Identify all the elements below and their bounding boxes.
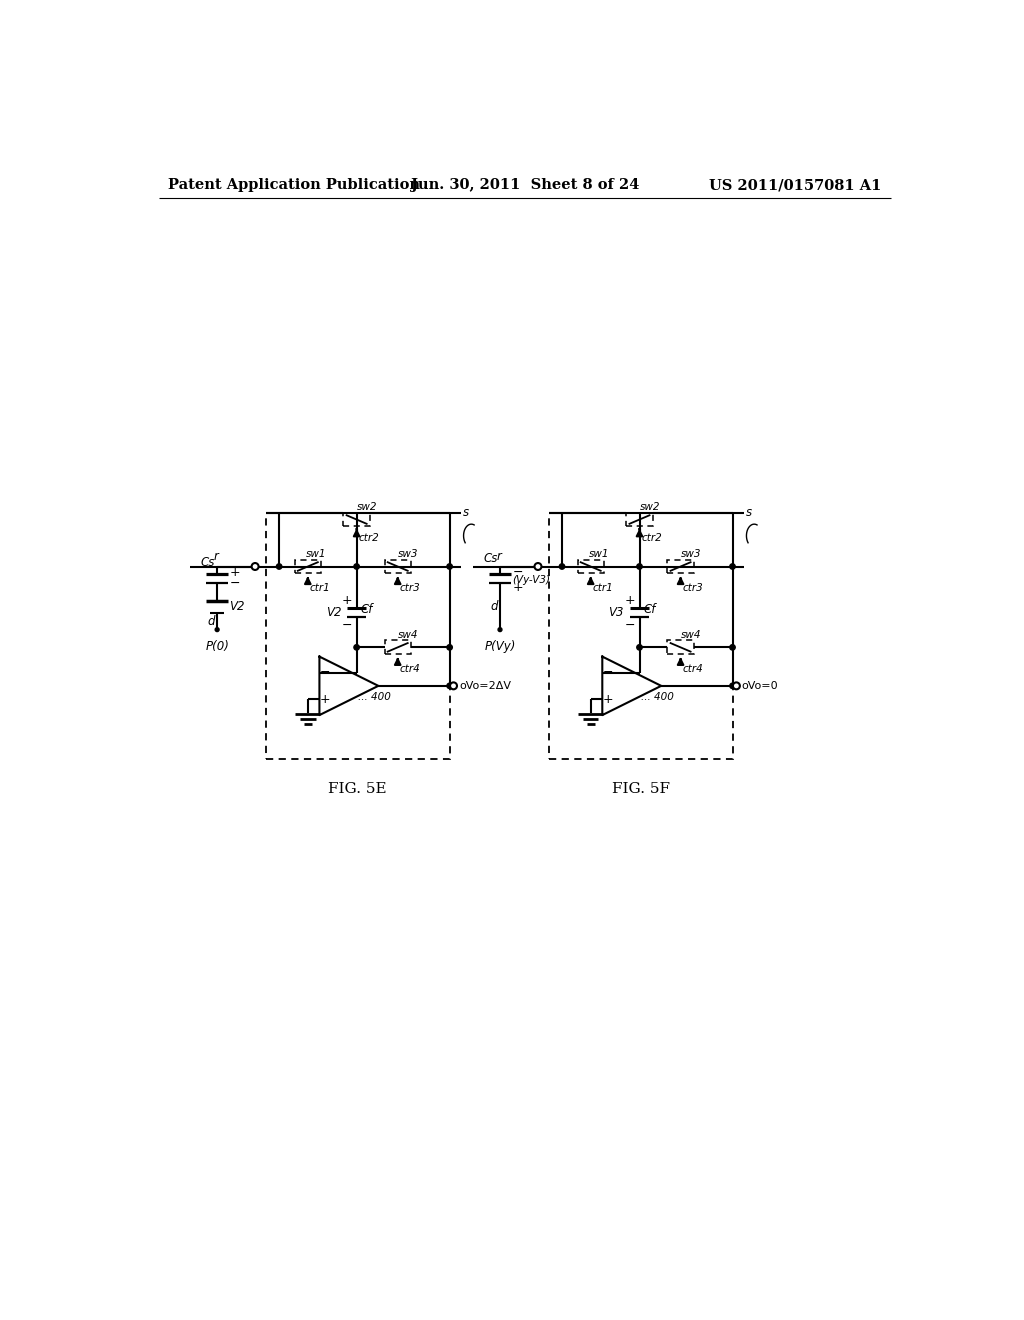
- Text: (Vy-V3): (Vy-V3): [512, 574, 551, 585]
- Circle shape: [733, 682, 740, 689]
- Circle shape: [215, 628, 219, 631]
- Text: sw2: sw2: [640, 502, 660, 512]
- Bar: [668, 560, 693, 573]
- Circle shape: [730, 644, 735, 649]
- Text: d: d: [490, 601, 498, 612]
- Text: sw3: sw3: [397, 549, 418, 558]
- Text: s: s: [463, 506, 469, 519]
- Circle shape: [354, 644, 359, 649]
- Circle shape: [730, 684, 735, 689]
- Text: +: +: [319, 693, 330, 705]
- Bar: [385, 640, 411, 655]
- Text: r: r: [496, 549, 501, 562]
- Text: oVo=0: oVo=0: [741, 681, 778, 690]
- Text: sw2: sw2: [356, 502, 377, 512]
- Circle shape: [559, 564, 564, 569]
- Text: +: +: [229, 566, 241, 579]
- Circle shape: [446, 564, 453, 569]
- Text: ctr3: ctr3: [682, 583, 702, 594]
- Text: −: −: [625, 619, 635, 631]
- Text: ctr4: ctr4: [399, 664, 420, 675]
- Text: −: −: [229, 577, 240, 590]
- Text: V2: V2: [326, 606, 341, 619]
- Bar: [668, 640, 693, 655]
- Text: sw4: sw4: [681, 630, 701, 640]
- Text: Cs: Cs: [201, 556, 215, 569]
- Circle shape: [446, 644, 453, 649]
- Circle shape: [637, 644, 642, 649]
- Bar: [627, 512, 652, 527]
- Text: +: +: [512, 581, 523, 594]
- Text: +: +: [625, 594, 635, 607]
- Text: ctr1: ctr1: [309, 583, 330, 594]
- Text: Cf: Cf: [643, 603, 655, 616]
- Text: V2: V2: [229, 601, 245, 614]
- Text: Jun. 30, 2011  Sheet 8 of 24: Jun. 30, 2011 Sheet 8 of 24: [411, 178, 639, 193]
- Circle shape: [354, 564, 359, 569]
- Text: ctr4: ctr4: [682, 664, 702, 675]
- Text: ctr2: ctr2: [641, 533, 662, 544]
- Text: US 2011/0157081 A1: US 2011/0157081 A1: [709, 178, 882, 193]
- Bar: [295, 560, 321, 573]
- Text: P(Vy): P(Vy): [484, 640, 516, 653]
- Text: sw3: sw3: [681, 549, 701, 558]
- Circle shape: [446, 684, 453, 689]
- Circle shape: [730, 564, 735, 569]
- Circle shape: [450, 682, 457, 689]
- Circle shape: [498, 628, 502, 631]
- Text: sw1: sw1: [589, 549, 609, 558]
- Text: FIG. 5E: FIG. 5E: [329, 781, 387, 796]
- Text: d: d: [207, 615, 215, 628]
- Text: Cf: Cf: [360, 603, 373, 616]
- Circle shape: [252, 564, 259, 570]
- Text: ctr1: ctr1: [592, 583, 613, 594]
- Text: −: −: [602, 667, 613, 680]
- Bar: [385, 560, 411, 573]
- Circle shape: [637, 564, 642, 569]
- Bar: [266, 512, 450, 759]
- Text: sw4: sw4: [397, 630, 418, 640]
- Text: Cs: Cs: [483, 552, 498, 565]
- Text: oVo=2ΔV: oVo=2ΔV: [459, 681, 511, 690]
- Text: ... 400: ... 400: [641, 692, 674, 702]
- Text: −: −: [341, 619, 352, 631]
- Bar: [578, 560, 604, 573]
- Text: ctr3: ctr3: [399, 583, 420, 594]
- Text: ctr2: ctr2: [358, 533, 379, 544]
- Text: −: −: [319, 667, 330, 680]
- Text: P(0): P(0): [205, 640, 229, 653]
- Bar: [549, 512, 732, 759]
- Text: s: s: [745, 506, 752, 519]
- Text: FIG. 5F: FIG. 5F: [611, 781, 670, 796]
- Circle shape: [535, 564, 542, 570]
- Bar: [343, 512, 370, 527]
- Text: r: r: [213, 549, 218, 562]
- Text: V3: V3: [608, 606, 624, 619]
- Text: −: −: [512, 566, 523, 579]
- Text: Patent Application Publication: Patent Application Publication: [168, 178, 420, 193]
- Text: +: +: [341, 594, 352, 607]
- Text: sw1: sw1: [306, 549, 327, 558]
- Text: ... 400: ... 400: [358, 692, 391, 702]
- Circle shape: [276, 564, 282, 569]
- Text: +: +: [602, 693, 613, 705]
